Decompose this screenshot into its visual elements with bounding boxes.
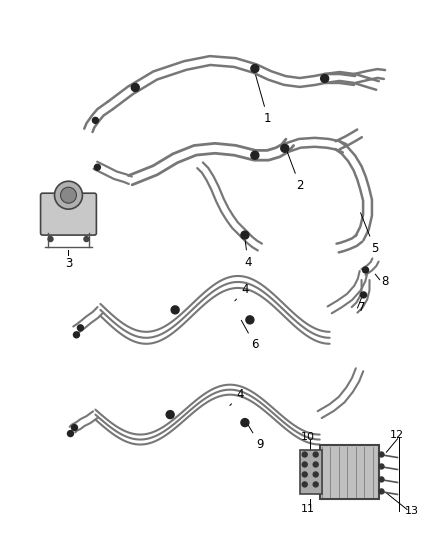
Text: 5: 5	[360, 213, 378, 255]
Circle shape	[313, 462, 318, 467]
Circle shape	[379, 489, 384, 494]
Text: 4: 4	[230, 388, 244, 406]
Circle shape	[302, 482, 307, 487]
Bar	[300, 449, 321, 495]
Bar	[320, 445, 379, 499]
Circle shape	[313, 482, 318, 487]
Circle shape	[360, 292, 367, 298]
Circle shape	[302, 462, 307, 467]
Circle shape	[241, 418, 249, 426]
Circle shape	[95, 164, 100, 170]
Text: 8: 8	[381, 276, 389, 288]
Circle shape	[84, 237, 89, 241]
Circle shape	[60, 187, 77, 203]
Circle shape	[379, 477, 384, 482]
Circle shape	[363, 267, 368, 273]
Circle shape	[78, 325, 83, 331]
Circle shape	[313, 472, 318, 477]
Circle shape	[246, 316, 254, 324]
Circle shape	[313, 452, 318, 457]
Text: 7: 7	[357, 301, 365, 314]
Text: 1: 1	[256, 75, 272, 125]
Text: 13: 13	[404, 506, 418, 516]
FancyBboxPatch shape	[41, 193, 96, 235]
Circle shape	[92, 117, 99, 123]
Text: 9: 9	[246, 422, 264, 451]
Text: 6: 6	[241, 320, 258, 351]
Circle shape	[171, 306, 179, 314]
Circle shape	[379, 464, 384, 469]
Circle shape	[54, 181, 82, 209]
Circle shape	[302, 452, 307, 457]
Circle shape	[166, 410, 174, 418]
Circle shape	[281, 144, 289, 152]
Circle shape	[48, 237, 53, 241]
Text: 4: 4	[244, 241, 252, 269]
Circle shape	[67, 431, 74, 437]
Circle shape	[379, 452, 384, 457]
Circle shape	[241, 231, 249, 239]
Text: 2: 2	[286, 148, 304, 192]
Circle shape	[251, 151, 259, 159]
Text: 3: 3	[65, 257, 72, 270]
Text: 10: 10	[301, 432, 315, 441]
Circle shape	[131, 84, 139, 92]
Circle shape	[74, 332, 79, 338]
Circle shape	[321, 75, 328, 83]
Text: 4: 4	[235, 284, 249, 301]
Circle shape	[302, 472, 307, 477]
Circle shape	[71, 425, 78, 431]
Circle shape	[251, 64, 259, 72]
Text: 12: 12	[389, 430, 403, 440]
Text: 11: 11	[301, 504, 315, 514]
